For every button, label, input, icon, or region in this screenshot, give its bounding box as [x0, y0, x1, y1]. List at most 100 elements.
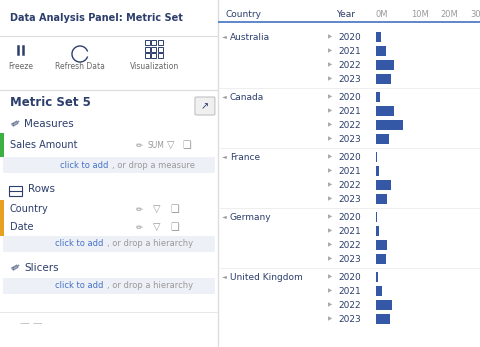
Bar — [0, 200, 4, 218]
Text: ✏: ✏ — [10, 117, 23, 131]
Text: ▽: ▽ — [153, 204, 160, 214]
Text: click to add: click to add — [55, 239, 103, 248]
Text: Country: Country — [10, 204, 49, 214]
Text: 2020: 2020 — [338, 272, 360, 281]
Text: ▶: ▶ — [328, 243, 332, 247]
Text: ▶: ▶ — [328, 229, 332, 234]
Bar — [376, 74, 391, 84]
Text: ◄: ◄ — [222, 214, 227, 220]
Bar — [376, 254, 386, 264]
Bar — [376, 120, 404, 130]
Bar — [376, 194, 387, 204]
Text: 2023: 2023 — [338, 135, 360, 144]
Text: Canada: Canada — [230, 93, 264, 102]
Bar — [0, 133, 4, 157]
Bar — [0, 36, 218, 90]
Text: Refresh Data: Refresh Data — [55, 61, 105, 70]
Bar — [376, 314, 390, 324]
Text: ▶: ▶ — [328, 183, 332, 187]
Bar — [145, 53, 150, 58]
Text: ▶: ▶ — [328, 49, 332, 53]
FancyBboxPatch shape — [3, 157, 215, 173]
Text: ✏: ✏ — [136, 222, 143, 231]
Text: 2020: 2020 — [338, 212, 360, 221]
Text: ▶: ▶ — [328, 34, 332, 40]
Text: 2021: 2021 — [338, 287, 360, 296]
Text: Slicers: Slicers — [24, 263, 59, 273]
Text: 2020: 2020 — [338, 93, 360, 102]
Text: ▶: ▶ — [328, 76, 332, 82]
Bar — [158, 46, 163, 51]
Text: ▶: ▶ — [328, 94, 332, 100]
Text: 2023: 2023 — [338, 314, 360, 323]
Text: ◄: ◄ — [222, 34, 227, 40]
Bar — [9, 186, 22, 196]
Bar — [145, 40, 150, 45]
Text: United Kingdom: United Kingdom — [230, 272, 303, 281]
Bar — [376, 212, 377, 222]
Text: ↗: ↗ — [201, 101, 209, 111]
Text: ▶: ▶ — [328, 288, 332, 294]
Text: ▶: ▶ — [328, 122, 332, 127]
Text: Sales Amount: Sales Amount — [10, 140, 77, 150]
Bar — [152, 53, 156, 58]
Text: Rows: Rows — [28, 184, 55, 194]
Text: 20M: 20M — [440, 9, 458, 18]
Text: ▶: ▶ — [328, 154, 332, 160]
Bar — [158, 53, 163, 58]
Text: 2023: 2023 — [338, 254, 360, 263]
FancyBboxPatch shape — [3, 278, 215, 294]
Text: 2021: 2021 — [338, 167, 360, 176]
Bar — [376, 46, 385, 56]
Text: Metric Set 5: Metric Set 5 — [10, 95, 91, 109]
FancyBboxPatch shape — [3, 236, 215, 252]
Text: ✏: ✏ — [10, 261, 23, 275]
Text: 2023: 2023 — [338, 75, 360, 84]
Text: , or drop a measure: , or drop a measure — [112, 161, 195, 169]
Text: ◄: ◄ — [222, 94, 227, 100]
Text: Date: Date — [10, 222, 34, 232]
Text: ◄: ◄ — [222, 154, 227, 160]
Text: , or drop a hierarchy: , or drop a hierarchy — [107, 239, 193, 248]
Text: Freeze: Freeze — [9, 61, 34, 70]
Text: 10M: 10M — [411, 9, 429, 18]
Bar — [376, 272, 378, 282]
Text: SUM: SUM — [148, 141, 165, 150]
Text: ▶: ▶ — [328, 303, 332, 307]
Text: ▽: ▽ — [167, 140, 174, 150]
Text: ▶: ▶ — [328, 256, 332, 262]
Bar — [376, 286, 382, 296]
Text: ▶: ▶ — [328, 214, 332, 220]
Text: Germany: Germany — [230, 212, 272, 221]
Text: ❑: ❑ — [182, 140, 191, 150]
Text: Country: Country — [226, 9, 262, 18]
Text: ▽: ▽ — [153, 222, 160, 232]
Bar — [145, 46, 150, 51]
Bar — [376, 106, 394, 116]
Text: ✏: ✏ — [136, 141, 143, 150]
Bar — [152, 40, 156, 45]
Bar — [152, 46, 156, 51]
Bar — [376, 240, 387, 250]
Text: 2022: 2022 — [338, 240, 360, 249]
Text: 2022: 2022 — [338, 60, 360, 69]
Text: click to add: click to add — [60, 161, 108, 169]
Bar — [376, 180, 391, 190]
Text: Year: Year — [336, 9, 355, 18]
FancyBboxPatch shape — [195, 97, 215, 115]
Text: ▶: ▶ — [328, 62, 332, 68]
Text: 2021: 2021 — [338, 107, 360, 116]
Bar — [0, 218, 4, 236]
Text: France: France — [230, 152, 260, 161]
Text: 2020: 2020 — [338, 33, 360, 42]
Text: ✏: ✏ — [136, 204, 143, 213]
Text: 2022: 2022 — [338, 180, 360, 189]
Text: 2023: 2023 — [338, 195, 360, 203]
Text: 2022: 2022 — [338, 301, 360, 310]
Text: Visualization: Visualization — [130, 61, 180, 70]
Text: ❑: ❑ — [170, 204, 179, 214]
Text: 2021: 2021 — [338, 46, 360, 56]
Text: ▶: ▶ — [328, 316, 332, 322]
Text: ▶: ▶ — [328, 109, 332, 113]
Text: Measures: Measures — [24, 119, 74, 129]
